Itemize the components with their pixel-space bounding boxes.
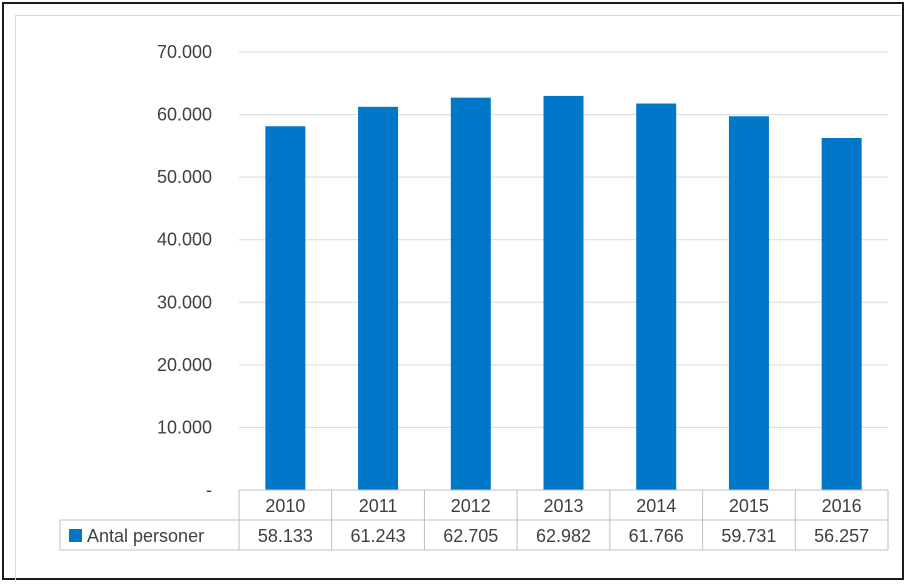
bar-2016: [821, 137, 862, 490]
data-label: 59.731: [721, 526, 776, 546]
y-tick-label: 20.000: [157, 355, 212, 375]
legend-series-name: Antal personer: [87, 526, 204, 546]
y-tick-label: 30.000: [157, 292, 212, 312]
bar-2014: [636, 103, 677, 491]
data-label: 62.705: [443, 526, 498, 546]
y-tick-label: -: [206, 480, 212, 500]
y-tick-label: 50.000: [157, 167, 212, 187]
x-tick-label: 2013: [543, 496, 583, 516]
x-tick-label: 2011: [359, 496, 398, 516]
data-table: 2010 58.133 2011 61.243 2012 62.705 2013 62.982…: [59, 489, 889, 551]
data-label: 61.766: [629, 526, 684, 546]
data-label: 58.133: [258, 526, 313, 546]
chart-area: [15, 15, 901, 582]
x-tick-label: 2016: [822, 496, 862, 516]
y-tick-label: 10.000: [157, 417, 212, 437]
bar-2012: [450, 97, 491, 490]
bar-2011: [358, 106, 399, 491]
x-tick-label: 2015: [729, 496, 769, 516]
bar-2013: [543, 95, 584, 490]
x-tick-label: 2010: [265, 496, 305, 516]
data-label: 61.243: [351, 526, 406, 546]
y-tick-label: 40.000: [157, 230, 212, 250]
y-tick-label: 60.000: [157, 105, 212, 125]
x-tick-label: 2014: [636, 496, 676, 516]
x-tick-label: 2012: [451, 496, 491, 516]
legend-swatch: [69, 529, 82, 542]
y-axis-tick-labels: - 10.000 20.000 30.000 40.000 50.000 60.000 70.…: [157, 42, 212, 500]
bar-2010: [265, 126, 306, 491]
data-label: 56.257: [814, 526, 869, 546]
bars: [265, 95, 862, 491]
y-tick-label: 70.000: [157, 42, 212, 62]
data-label: 62.982: [536, 526, 591, 546]
bar-2015: [728, 116, 769, 490]
